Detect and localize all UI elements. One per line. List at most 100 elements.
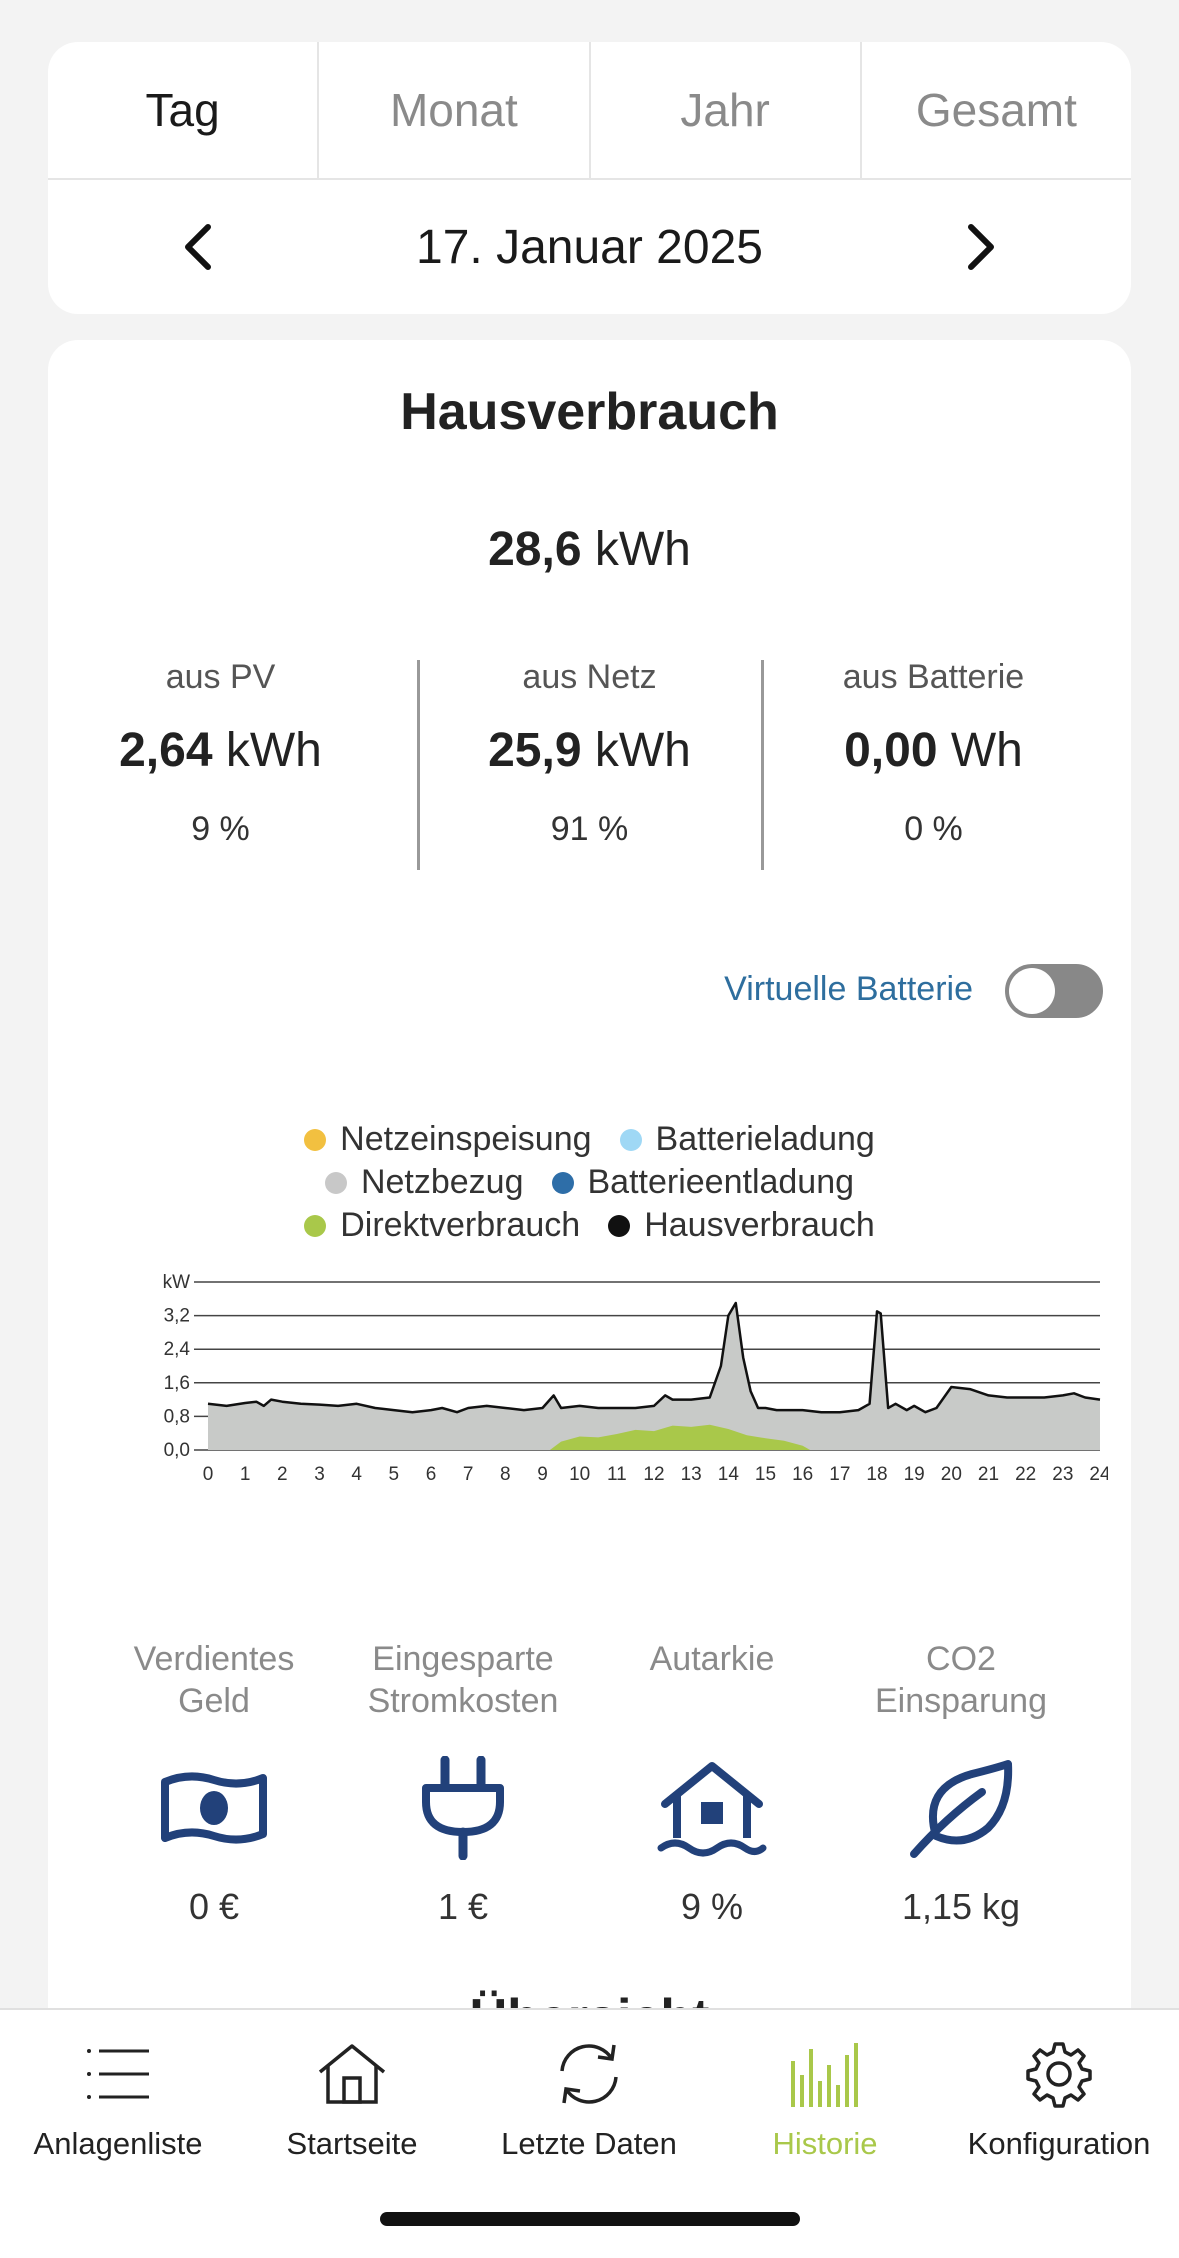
legend-netzeinspeisung[interactable]: Netzeinspeisung bbox=[304, 1120, 592, 1159]
hausverbrauch-line bbox=[207, 1301, 1101, 1414]
source-batterie: aus Batterie 0,00 Wh 0 % bbox=[761, 658, 1106, 849]
nav-historie[interactable]: Historie bbox=[710, 2034, 940, 2162]
home-indicator bbox=[380, 2212, 800, 2226]
x-tick-label: 2 bbox=[277, 1464, 288, 1480]
legend-hausverbrauch[interactable]: Hausverbrauch bbox=[608, 1206, 875, 1245]
source-pv: aus PV 2,64 kWh 9 % bbox=[48, 658, 393, 849]
nav-label: Startseite bbox=[286, 2126, 418, 2161]
stat-autarky: Autarkie 9 % bbox=[587, 1638, 837, 1928]
x-tick-label: 17 bbox=[829, 1464, 850, 1480]
stat-co2-savings: CO2 Einsparung 1,15 kg bbox=[836, 1638, 1086, 1928]
legend-netzbezug[interactable]: Netzbezug bbox=[324, 1163, 524, 1202]
chevron-right-icon bbox=[967, 224, 994, 270]
x-tick-label: 3 bbox=[314, 1464, 325, 1480]
x-tick-label: 4 bbox=[351, 1464, 362, 1480]
source-unit: kWh bbox=[594, 724, 691, 777]
x-tick-label: 6 bbox=[426, 1464, 437, 1480]
list-icon bbox=[78, 2034, 158, 2114]
stat-label: CO2 Einsparung bbox=[874, 1640, 1047, 1720]
source-value: 0,00 Wh bbox=[761, 723, 1106, 778]
stat-value: 0 € bbox=[188, 1886, 240, 1927]
x-tick-label: 16 bbox=[792, 1464, 813, 1480]
tab-monat[interactable]: Monat bbox=[319, 42, 591, 178]
consumption-card: Hausverbrauch 28,6 kWh aus PV 2,64 kWh 9… bbox=[48, 340, 1131, 2047]
legend-dot bbox=[608, 1214, 631, 1237]
x-tick-label: 5 bbox=[389, 1464, 400, 1480]
total-consumption: 28,6 kWh bbox=[48, 522, 1131, 577]
y-tick-label: 2,4 bbox=[164, 1339, 191, 1360]
stat-saved-costs: Eingesparte Stromkosten 1 € bbox=[338, 1638, 588, 1928]
y-tick-label: 0,8 bbox=[164, 1406, 190, 1427]
bar-chart-icon bbox=[785, 2034, 865, 2114]
stat-label: Autarkie bbox=[649, 1640, 775, 1678]
x-tick-label: 12 bbox=[643, 1464, 664, 1480]
stat-label: Verdientes Geld bbox=[133, 1640, 295, 1720]
y-tick-label: 1,6 bbox=[164, 1373, 190, 1394]
chart-legend-row-3: Direktverbrauch Hausverbrauch bbox=[48, 1206, 1131, 1245]
tab-jahr[interactable]: Jahr bbox=[591, 42, 862, 178]
stat-label: Eingesparte Stromkosten bbox=[367, 1640, 559, 1720]
toggle-knob bbox=[1009, 968, 1055, 1014]
tab-tag[interactable]: Tag bbox=[48, 42, 320, 178]
nav-startseite[interactable]: Startseite bbox=[237, 2034, 467, 2162]
chart-legend-row-1: Netzeinspeisung Batterieladung bbox=[48, 1120, 1131, 1159]
tab-gesamt[interactable]: Gesamt bbox=[915, 84, 1077, 136]
plug-icon bbox=[408, 1756, 518, 1860]
date-navigator: 17. Januar 2025 bbox=[48, 180, 1131, 314]
source-unit: Wh bbox=[950, 724, 1023, 777]
source-label: aus PV bbox=[165, 658, 276, 696]
gear-icon bbox=[1019, 2034, 1099, 2114]
x-tick-label: 22 bbox=[1015, 1464, 1036, 1480]
x-tick-label: 7 bbox=[463, 1464, 474, 1480]
period-card: Tag Monat Jahr Gesamt 17. Januar 2025 bbox=[48, 42, 1131, 314]
nav-konfiguration[interactable]: Konfiguration bbox=[944, 2034, 1174, 2162]
legend-dot bbox=[551, 1171, 574, 1194]
nav-label: Anlagenliste bbox=[33, 2126, 203, 2161]
x-tick-label: 15 bbox=[755, 1464, 776, 1480]
legend-dot bbox=[324, 1171, 347, 1194]
period-tabs: Tag Monat Jahr Gesamt bbox=[48, 42, 1131, 180]
source-value: 2,64 kWh bbox=[48, 723, 393, 778]
legend-batterieladung[interactable]: Batterieladung bbox=[619, 1120, 875, 1159]
legend-label: Direktverbrauch bbox=[340, 1206, 581, 1244]
x-tick-label: 11 bbox=[607, 1464, 627, 1480]
source-number: 0,00 bbox=[844, 724, 938, 777]
x-tick-label: 9 bbox=[537, 1464, 548, 1480]
legend-label: Batterieentladung bbox=[587, 1163, 855, 1201]
prev-day-button[interactable] bbox=[168, 217, 228, 277]
x-tick-label: 18 bbox=[866, 1464, 887, 1480]
legend-dot bbox=[619, 1128, 642, 1151]
stat-value: 9 % bbox=[680, 1886, 744, 1927]
legend-dot bbox=[304, 1214, 327, 1237]
card-title: Hausverbrauch bbox=[400, 383, 779, 441]
chart-legend-row-2: Netzbezug Batterieentladung bbox=[48, 1163, 1131, 1202]
stat-value: 1,15 kg bbox=[901, 1886, 1021, 1927]
x-tick-label: 21 bbox=[978, 1464, 999, 1480]
nav-anlagenliste[interactable]: Anlagenliste bbox=[3, 2034, 233, 2162]
direktverbrauch-area bbox=[549, 1424, 811, 1450]
nav-label: Konfiguration bbox=[967, 2126, 1151, 2161]
source-unit: kWh bbox=[225, 724, 322, 777]
x-tick-label: 1 bbox=[240, 1464, 251, 1480]
x-tick-label: 8 bbox=[500, 1464, 511, 1480]
source-percent: 9 % bbox=[191, 810, 250, 848]
x-tick-label: 20 bbox=[941, 1464, 962, 1480]
x-tick-label: 23 bbox=[1052, 1464, 1073, 1480]
next-day-button[interactable] bbox=[951, 217, 1011, 277]
banknote-icon bbox=[159, 1758, 269, 1858]
stats-row: Verdientes Geld 0 € Eingesparte Stromkoste… bbox=[48, 1638, 1131, 1958]
refresh-icon bbox=[549, 2034, 629, 2114]
total-unit: kWh bbox=[594, 523, 691, 576]
source-label: aus Netz bbox=[522, 658, 657, 696]
stat-value: 1 € bbox=[437, 1886, 489, 1927]
virtual-battery-toggle[interactable] bbox=[1005, 964, 1103, 1018]
netzbezug-area bbox=[208, 1303, 1100, 1450]
source-percent: 91 % bbox=[550, 810, 629, 848]
x-tick-label: 0 bbox=[203, 1464, 214, 1480]
legend-batterieentladung[interactable]: Batterieentladung bbox=[551, 1163, 855, 1202]
legend-direktverbrauch[interactable]: Direktverbrauch bbox=[304, 1206, 580, 1245]
legend-dot bbox=[304, 1128, 327, 1151]
nav-letzte-daten[interactable]: Letzte Daten bbox=[474, 2034, 704, 2162]
nav-label: Letzte Daten bbox=[501, 2126, 677, 2161]
